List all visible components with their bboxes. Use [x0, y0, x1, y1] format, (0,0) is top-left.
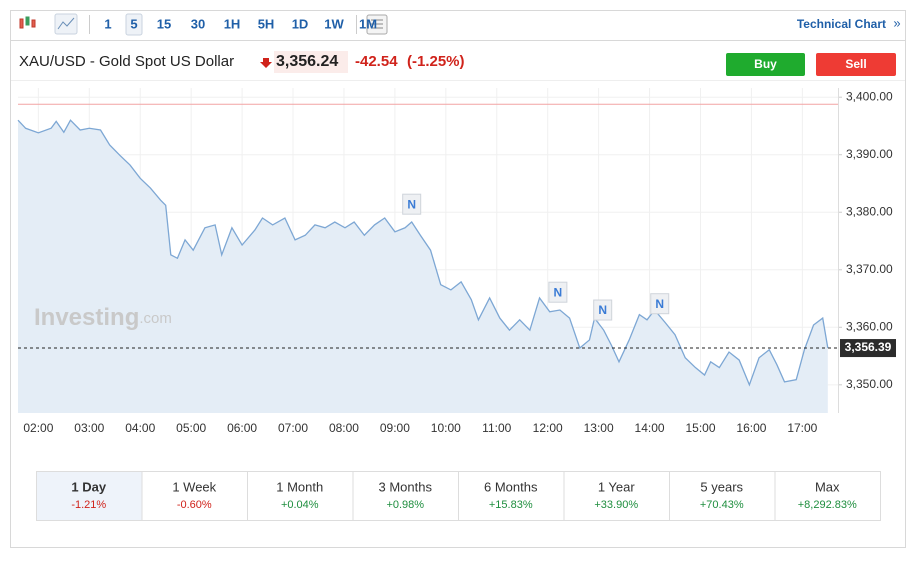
area-icon-line [57, 17, 75, 30]
period-name: 6 Months [484, 479, 538, 494]
period-cell[interactable] [458, 471, 565, 521]
period-change: +33.90% [594, 499, 638, 511]
x-tick-label: 03:00 [74, 421, 104, 435]
buy-button[interactable] [726, 53, 805, 76]
period-name: 5 years [700, 479, 743, 494]
last-value-label: 3,356.39 [845, 340, 892, 354]
last-value-box [840, 339, 896, 358]
interval-button[interactable]: 30 [191, 16, 205, 31]
interval-selected [125, 13, 143, 36]
watermark-brand: Investing [34, 304, 139, 331]
news-marker[interactable] [548, 281, 568, 303]
interval-button[interactable]: 15 [157, 16, 171, 31]
period-name: 1 Week [172, 479, 216, 494]
price-highlight [274, 51, 348, 73]
period-name: 1 Year [598, 479, 636, 494]
link-icon: » [893, 15, 900, 30]
candle [31, 19, 36, 28]
period-cell[interactable] [352, 471, 459, 521]
period-change: +70.43% [700, 499, 744, 511]
x-tick-label: 12:00 [533, 421, 563, 435]
period-cell[interactable] [36, 471, 143, 521]
news-marker[interactable] [650, 293, 670, 315]
x-tick-label: 07:00 [278, 421, 308, 435]
interval-button[interactable]: 1H [224, 16, 241, 31]
price: 3,356.24 [276, 53, 338, 70]
y-tick-label: 3,380.00 [846, 204, 893, 218]
y-tick-label: 3,390.00 [846, 147, 893, 161]
news-marker-label: N [598, 303, 607, 317]
period-name: 1 Day [71, 479, 106, 494]
x-tick-label: 08:00 [329, 421, 359, 435]
period-cell[interactable] [247, 471, 354, 521]
candle [25, 16, 30, 26]
x-tick-label: 09:00 [380, 421, 410, 435]
period-cell[interactable] [669, 471, 776, 521]
y-tick-label: 3,350.00 [846, 377, 893, 391]
watermark-suffix: .com [139, 310, 172, 327]
period-change: +0.04% [281, 499, 319, 511]
change-pct: (-1.25%) [407, 53, 465, 70]
x-tick-label: 15:00 [685, 421, 715, 435]
x-tick-label: 14:00 [635, 421, 665, 435]
period-change: +8,292.83% [798, 499, 857, 511]
news-marker-label: N [407, 197, 416, 211]
area-fill [18, 120, 828, 413]
interval-button[interactable]: 5H [258, 16, 275, 31]
period-name: 1 Month [276, 479, 323, 494]
period-name: 3 Months [379, 479, 433, 494]
price-line [17, 119, 829, 387]
candle [19, 18, 24, 29]
period-change: -1.21% [71, 499, 106, 511]
interval-button[interactable]: 5 [130, 16, 137, 31]
period-cell[interactable] [774, 471, 881, 521]
period-table: 1 Day -1.21% 1 Week -0.60% 1 Month +0.04% 3 Mo… [36, 471, 881, 521]
x-tick-label: 06:00 [227, 421, 257, 435]
change: -42.54 [355, 53, 398, 70]
x-tick-label: 10:00 [431, 421, 461, 435]
x-tick-label: 17:00 [787, 421, 817, 435]
instrument-name: XAU/USD - Gold Spot US Dollar [19, 53, 234, 70]
x-tick-label: 04:00 [125, 421, 155, 435]
period-name: Max [815, 479, 840, 494]
news-marker[interactable] [402, 193, 422, 215]
interval-button[interactable]: 1 [104, 16, 111, 31]
y-tick-label: 3,400.00 [846, 89, 893, 103]
area-icon[interactable] [54, 13, 78, 35]
sell-button[interactable] [816, 53, 896, 76]
sell-label: Sell [845, 57, 866, 71]
period-change: -0.60% [177, 499, 212, 511]
watermark: Investing.com [34, 304, 172, 331]
news-marker[interactable] [593, 299, 613, 321]
y-tick-label: 3,360.00 [846, 319, 893, 333]
down-arrow [260, 58, 272, 68]
y-tick-label: 3,370.00 [846, 262, 893, 276]
plot: 02:00 03:00 04:00 05:00 06:00 07:00 08:00 09:00… [17, 88, 896, 435]
period-cell[interactable] [563, 471, 670, 521]
interval-button[interactable]: 1D [292, 16, 309, 31]
buy-label: Buy [754, 57, 777, 71]
interval-button[interactable]: 1M [359, 16, 377, 31]
x-tick-label: 02:00 [23, 421, 53, 435]
period-cell[interactable] [141, 471, 248, 521]
interval-button[interactable]: 1W [324, 16, 344, 31]
x-tick-label: 05:00 [176, 421, 206, 435]
news-marker-label: N [655, 297, 664, 311]
x-tick-label: 13:00 [584, 421, 614, 435]
x-tick-label: 11:00 [482, 421, 511, 435]
period-change: +0.98% [386, 499, 424, 511]
news-marker-label: N [554, 285, 563, 299]
candle-icon[interactable] [19, 16, 36, 29]
technical-chart-link[interactable]: Technical Chart [797, 17, 886, 31]
settings-icon-lines [371, 19, 383, 29]
period-change: +15.83% [489, 499, 533, 511]
x-tick-label: 16:00 [736, 421, 766, 435]
